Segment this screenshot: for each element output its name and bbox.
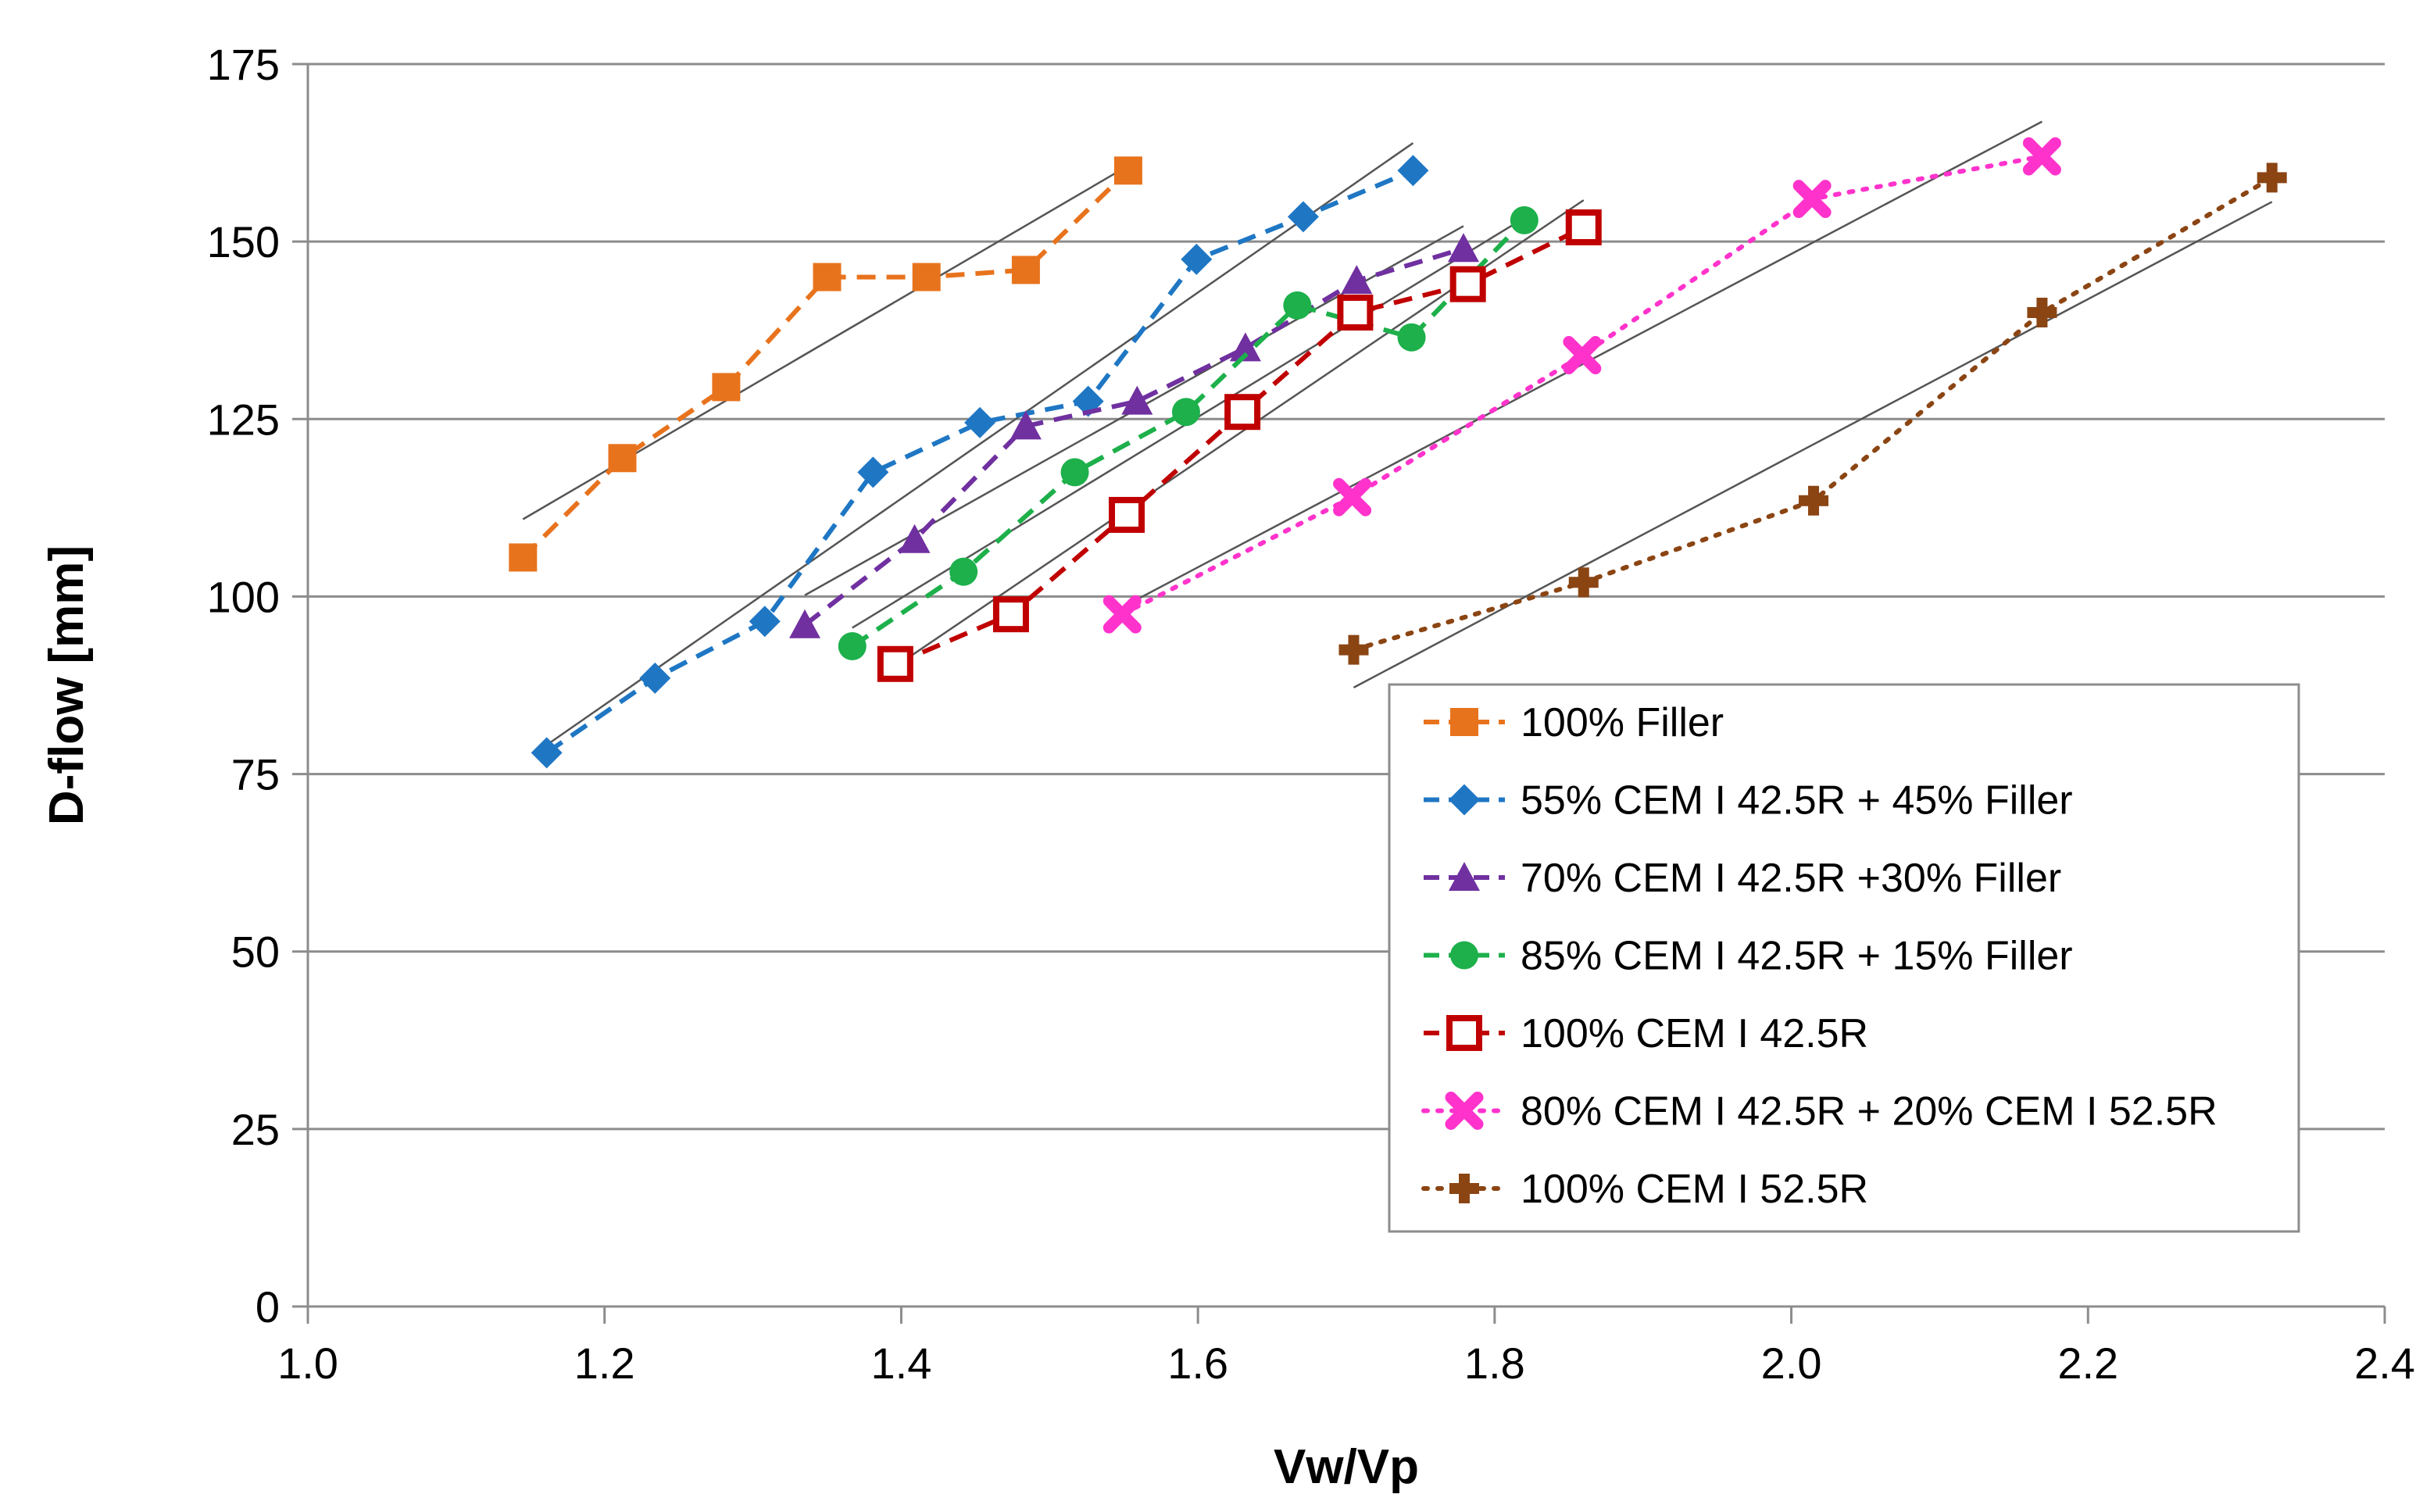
x-axis-title: Vw/Vp	[1274, 1440, 1419, 1494]
gridlines	[308, 63, 2385, 1131]
data-point	[838, 632, 867, 661]
data-point	[608, 444, 637, 473]
data-point	[2022, 137, 2061, 176]
data-point	[1113, 156, 1142, 185]
data-point	[2257, 163, 2287, 193]
x-tick-label: 1.4	[870, 1339, 931, 1388]
data-point	[639, 662, 671, 694]
data-point	[1103, 595, 1142, 634]
data-point	[1171, 398, 1200, 427]
x-tick-label: 1.8	[1464, 1339, 1525, 1388]
data-point	[992, 596, 1029, 633]
data-point	[1181, 243, 1213, 275]
y-tick-label: 100	[207, 572, 280, 621]
legend-label-4: 100% CEM I 42.5R	[1521, 1011, 1868, 1056]
data-point	[1449, 266, 1486, 302]
x-tick-label: 2.4	[2354, 1339, 2415, 1388]
tick-labels: 0 25 50 75 100 125 150 175 1.0 1.2 1.4 1.6 1.8 2.0 2.2…	[207, 40, 2415, 1388]
data-point	[1447, 233, 1479, 263]
legend-marker-5	[1445, 1092, 1484, 1130]
y-axis-title: D-flow [mm]	[40, 545, 94, 825]
data-point	[712, 373, 741, 402]
data-point	[1121, 385, 1153, 415]
y-tick-label: 150	[207, 217, 280, 266]
data-point	[1799, 485, 1829, 516]
data-point	[949, 557, 978, 586]
data-point	[899, 524, 931, 553]
y-tick-label: 50	[231, 928, 280, 977]
y-tick-label: 25	[231, 1105, 280, 1154]
legend-marker-0	[1450, 708, 1478, 736]
data-point	[531, 737, 563, 769]
x-tick-label: 1.2	[574, 1339, 635, 1388]
series-line-0	[521, 169, 1130, 559]
data-point	[1060, 458, 1089, 487]
data-point	[1397, 323, 1426, 352]
data-point	[789, 609, 821, 638]
axes	[292, 63, 2386, 1324]
legend-box	[1388, 683, 2300, 1233]
series-line-1	[545, 168, 1414, 755]
data-point	[964, 406, 996, 438]
x-tick-label: 2.2	[2057, 1339, 2118, 1388]
legend-label-1: 55% CEM I 42.5R + 45% Filler	[1521, 778, 2073, 824]
legend-marker-6	[1449, 1174, 1479, 1203]
y-tick-label: 75	[231, 750, 280, 799]
data-point	[1224, 394, 1261, 431]
y-tick-label: 0	[256, 1282, 280, 1331]
legend-marker-4	[1446, 1015, 1482, 1051]
legend-label-2: 70% CEM I 42.5R +30% Filler	[1521, 856, 2061, 901]
data-point	[1283, 291, 1312, 320]
data-point	[1287, 201, 1319, 233]
data-point	[1341, 265, 1373, 295]
legend-label-5: 80% CEM I 42.5R + 20% CEM I 52.5R	[1521, 1089, 2218, 1135]
x-tick-label: 1.6	[1167, 1339, 1228, 1388]
data-point	[749, 606, 781, 638]
data-point	[1109, 496, 1145, 533]
x-tick-label: 1.0	[277, 1339, 338, 1388]
data-point	[857, 456, 889, 488]
data-point	[877, 645, 913, 682]
legend-label-0: 100% Filler	[1521, 700, 1724, 745]
data-point	[1010, 410, 1042, 440]
data-point	[1338, 634, 1369, 665]
data-point	[1792, 180, 1832, 219]
data-point	[1333, 477, 1372, 517]
data-point	[1337, 295, 1374, 331]
legend-marker-2	[1449, 862, 1480, 891]
trendline-5	[1121, 120, 2043, 609]
data-point	[1510, 206, 1538, 234]
data-point	[1229, 332, 1261, 362]
trendlines	[522, 120, 2273, 746]
legend-label-6: 100% CEM I 52.5R	[1521, 1167, 1868, 1212]
data-point	[1568, 567, 1599, 598]
data-point	[1011, 256, 1040, 284]
legend-marker-1	[1449, 784, 1480, 816]
series-line-5	[1120, 154, 2045, 617]
data-point	[1397, 155, 1429, 187]
y-tick-label: 125	[207, 395, 280, 444]
data-point	[1565, 209, 1602, 245]
series-line-6	[1351, 175, 2275, 652]
x-tick-label: 2.0	[1761, 1339, 1822, 1388]
data-point	[509, 543, 538, 572]
data-point	[1563, 336, 1602, 375]
data-point	[813, 263, 842, 291]
y-tick-label: 175	[207, 40, 280, 89]
legend-marker-3	[1450, 941, 1478, 970]
legend: 100% Filler 55% CEM I 42.5R + 45% Filler 7…	[1388, 683, 2300, 1233]
data-point	[912, 263, 941, 291]
legend-label-3: 85% CEM I 42.5R + 15% Filler	[1521, 934, 2073, 979]
data-point	[2027, 298, 2057, 327]
series-group	[509, 137, 2287, 769]
trendline-1	[545, 142, 1414, 746]
